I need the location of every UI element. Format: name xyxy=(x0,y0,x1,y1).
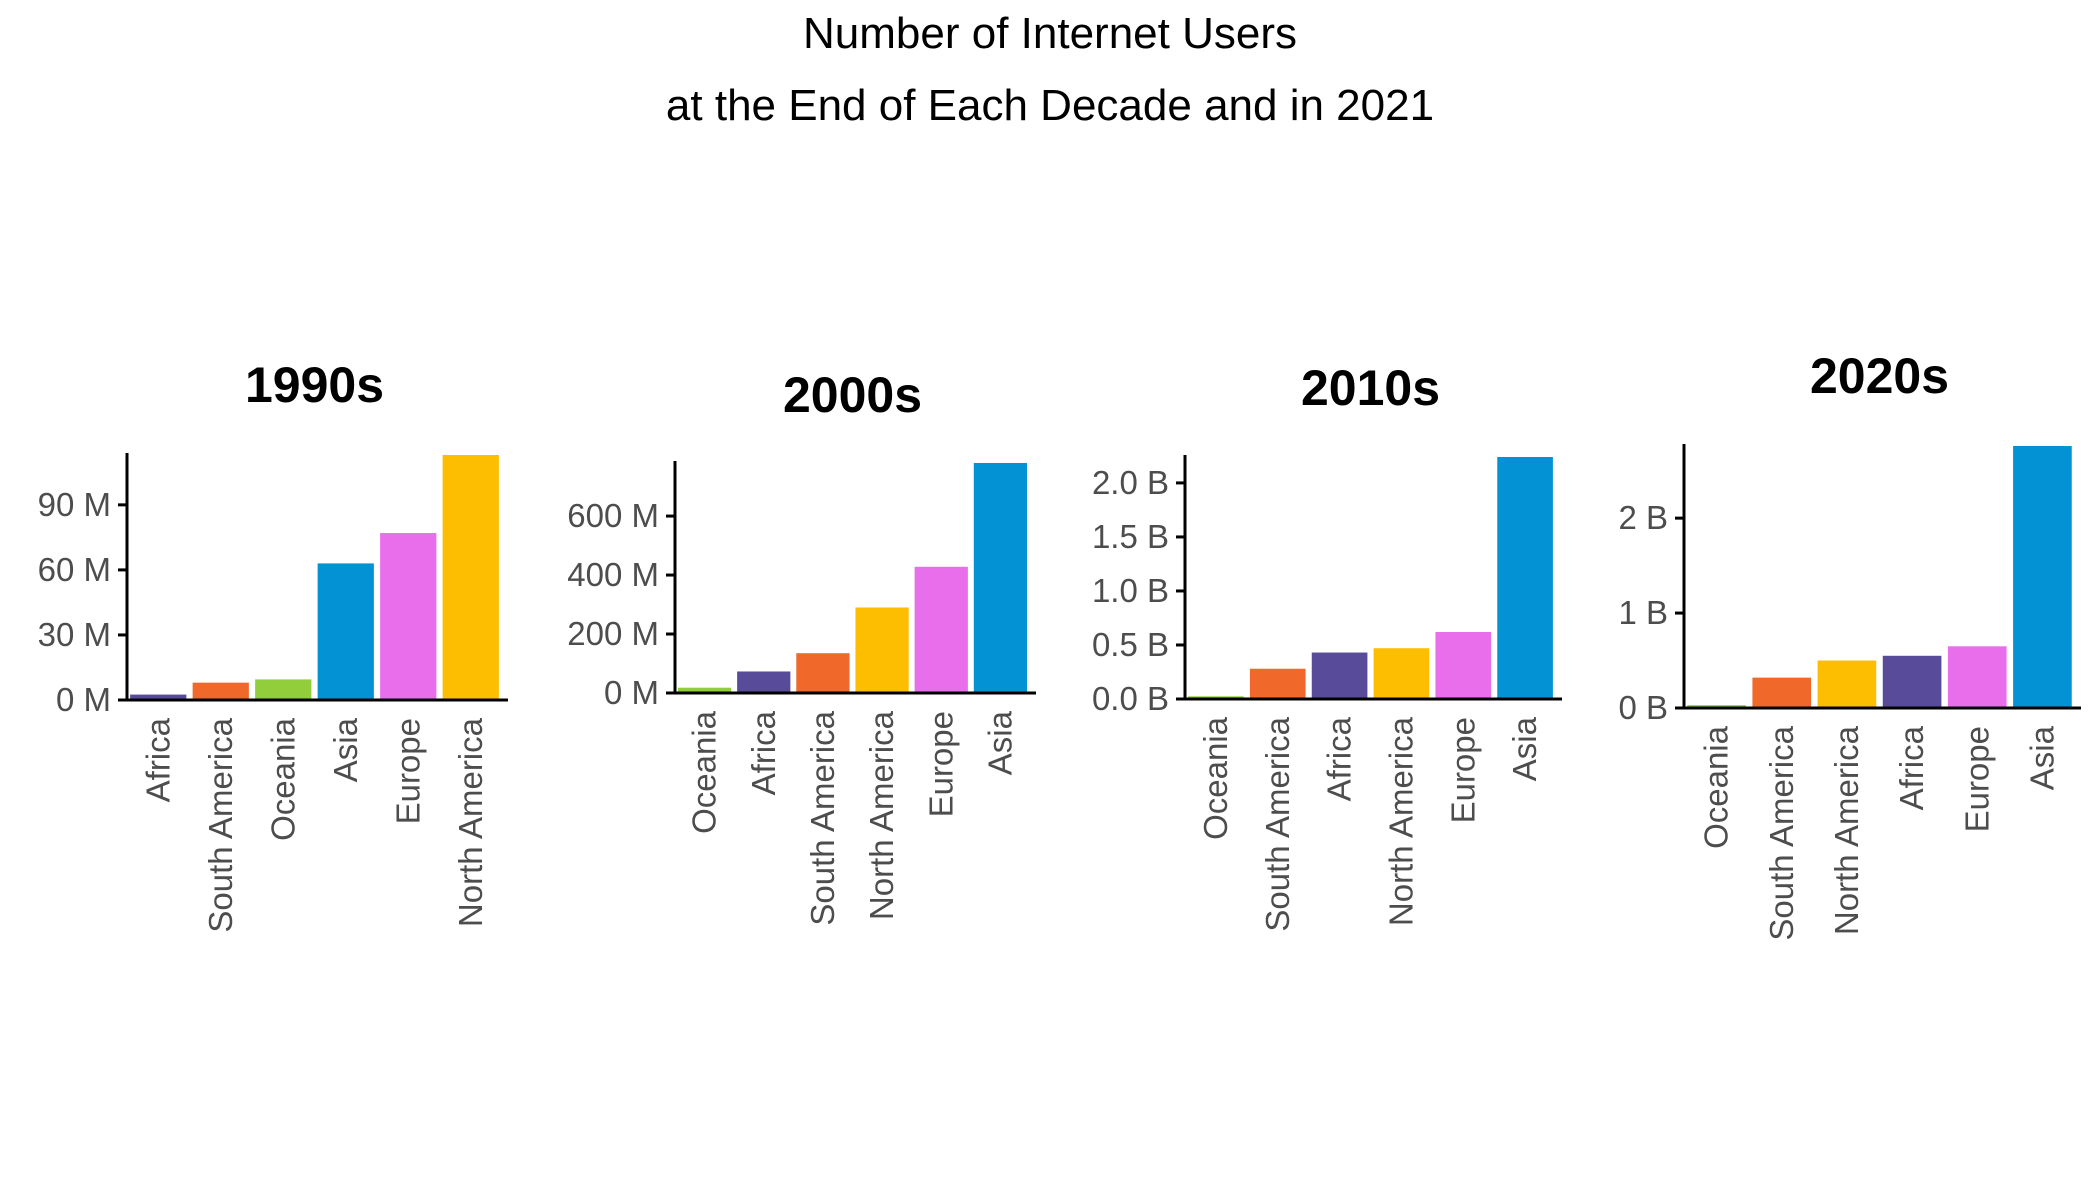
bar xyxy=(1311,652,1368,699)
bar xyxy=(2013,446,2072,708)
bar xyxy=(1882,655,1942,708)
y-tick-label: 0 M xyxy=(604,674,659,711)
y-tick-label: 1.5 B xyxy=(1092,518,1169,555)
x-tick-label: Oceania xyxy=(264,717,301,841)
bar xyxy=(192,682,249,700)
bar xyxy=(737,671,791,693)
x-tick-label: South America xyxy=(1763,725,1800,940)
x-tick-label: South America xyxy=(1259,716,1296,931)
bar xyxy=(1249,668,1306,699)
x-tick-label: Asia xyxy=(981,710,1018,775)
x-tick-label: North America xyxy=(1828,725,1865,935)
x-tick-label: Oceania xyxy=(686,710,723,834)
bar xyxy=(796,653,850,693)
panel-title: 2000s xyxy=(783,367,922,423)
x-tick-label: Africa xyxy=(1321,716,1358,801)
x-tick-label: Asia xyxy=(327,717,364,782)
bar xyxy=(973,463,1028,693)
y-tick-label: 2.0 B xyxy=(1092,464,1169,501)
x-tick-label: Africa xyxy=(139,717,176,802)
x-tick-label: Asia xyxy=(2023,725,2060,790)
y-tick-label: 1 B xyxy=(1618,594,1668,631)
bar xyxy=(1752,677,1812,708)
x-tick-label: Asia xyxy=(1506,716,1543,781)
bar xyxy=(255,679,312,700)
x-tick-label: South America xyxy=(804,710,841,925)
x-tick-label: North America xyxy=(863,710,900,920)
x-tick-label: North America xyxy=(452,717,489,927)
x-tick-label: Oceania xyxy=(1698,725,1735,849)
x-tick-label: Europe xyxy=(922,711,959,817)
x-tick-label: Africa xyxy=(1893,725,1930,810)
chart-panels: 1990s Africa South America Oceania Asia Europ… xyxy=(38,348,2081,941)
y-tick-label: 1.0 B xyxy=(1092,572,1169,609)
y-tick-label: 200 M xyxy=(567,615,659,652)
bar xyxy=(1817,660,1877,708)
panel-title: 2020s xyxy=(1810,348,1949,404)
y-tick-label: 60 M xyxy=(38,551,111,588)
panel-title: 2010s xyxy=(1301,360,1440,416)
x-tick-label: Europe xyxy=(389,718,426,824)
y-tick-label: 2 B xyxy=(1618,499,1668,536)
chart-title-line1: Number of Internet Users xyxy=(803,9,1297,58)
bar xyxy=(914,566,968,693)
bar xyxy=(317,563,374,700)
chart-panel: 1990s Africa South America Oceania Asia Europ… xyxy=(38,357,508,933)
bar xyxy=(1373,648,1430,699)
y-tick-label: 30 M xyxy=(38,616,111,653)
x-tick-label: Europe xyxy=(1958,726,1995,832)
bar xyxy=(677,687,732,693)
chart-panel: 2000s Oceania Africa South America North Ame… xyxy=(567,367,1036,926)
y-tick-label: 90 M xyxy=(38,486,111,523)
bar xyxy=(855,607,909,693)
x-tick-label: Europe xyxy=(1444,717,1481,823)
y-tick-label: 600 M xyxy=(567,497,659,534)
bar xyxy=(1435,632,1492,699)
chart-title-line2: at the End of Each Decade and in 2021 xyxy=(666,81,1434,130)
x-tick-label: North America xyxy=(1382,716,1419,926)
bar xyxy=(1497,457,1553,699)
chart-panel: 2010s Oceania South America Africa North Ame… xyxy=(1092,360,1562,932)
y-tick-label: 0.5 B xyxy=(1092,626,1169,663)
bar xyxy=(1947,646,2007,708)
x-tick-label: South America xyxy=(202,717,239,932)
panel-title: 1990s xyxy=(245,357,384,413)
y-tick-label: 0 M xyxy=(56,681,111,718)
bar xyxy=(130,694,187,700)
bar xyxy=(380,533,437,700)
bar xyxy=(442,455,499,700)
chart-panel: 2020s Oceania South America North America Af… xyxy=(1618,348,2081,941)
y-tick-label: 0 B xyxy=(1618,689,1668,726)
x-tick-label: Africa xyxy=(745,710,782,795)
y-tick-label: 0.0 B xyxy=(1092,680,1169,717)
x-tick-label: Oceania xyxy=(1197,716,1234,840)
y-tick-label: 400 M xyxy=(567,556,659,593)
